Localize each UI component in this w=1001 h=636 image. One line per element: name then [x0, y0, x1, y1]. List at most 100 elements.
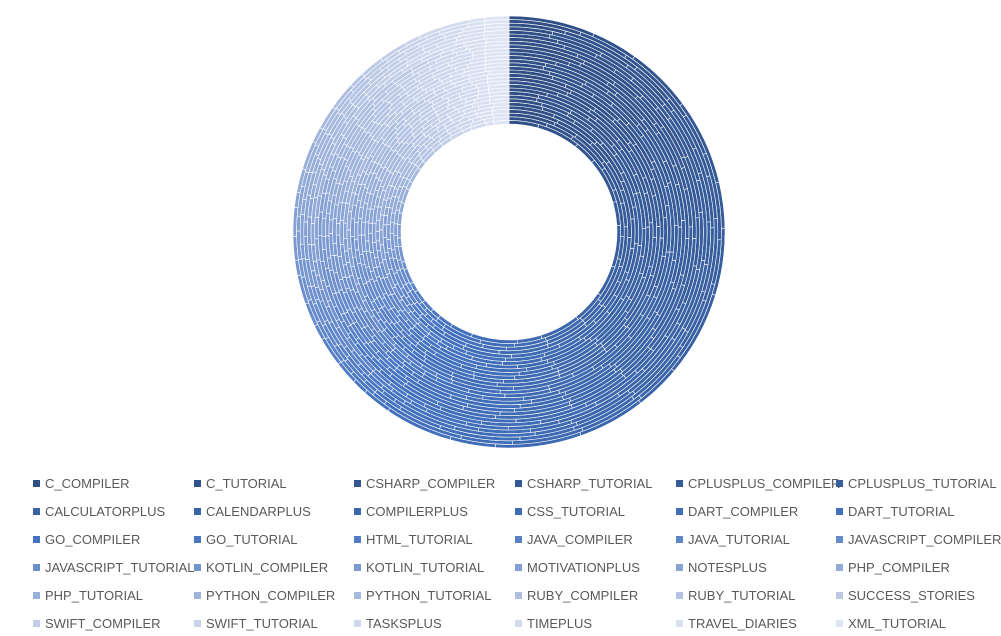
legend-label: PHP_COMPILER — [848, 559, 950, 575]
legend-swatch — [515, 507, 522, 515]
legend-item: COMPILERPLUS — [354, 503, 468, 519]
legend-label: GO_COMPILER — [45, 531, 141, 547]
legend-swatch — [194, 507, 201, 515]
legend-swatch — [354, 535, 361, 543]
legend-label: CPLUSPLUS_TUTORIAL — [848, 475, 997, 491]
legend-swatch — [836, 563, 843, 571]
legend-swatch — [194, 535, 201, 543]
legend-label: COMPILERPLUS — [366, 503, 468, 519]
legend-label: TRAVEL_DIARIES — [688, 615, 797, 631]
legend-swatch — [33, 507, 40, 515]
legend-swatch — [33, 563, 40, 571]
legend-swatch — [354, 591, 361, 599]
legend-item: XML_TUTORIAL — [836, 615, 946, 631]
legend-label: TIMEPLUS — [527, 615, 593, 631]
legend-item: GO_COMPILER — [33, 531, 140, 547]
legend-label: CSS_TUTORIAL — [527, 503, 626, 519]
legend-label: CALCULATORPLUS — [45, 503, 166, 519]
legend-label: RUBY_TUTORIAL — [688, 587, 796, 603]
legend-item: PYTHON_TUTORIAL — [354, 587, 491, 603]
legend-label: KOTLIN_COMPILER — [206, 559, 329, 575]
legend-item: CPLUSPLUS_TUTORIAL — [836, 475, 997, 491]
legend-swatch — [676, 563, 683, 571]
legend-item: TRAVEL_DIARIES — [676, 615, 797, 631]
legend-swatch — [515, 591, 522, 599]
legend-swatch — [676, 535, 683, 543]
legend-label: JAVA_COMPILER — [527, 531, 633, 547]
legend-swatch — [194, 563, 201, 571]
legend-swatch — [354, 507, 361, 515]
legend-item: DART_COMPILER — [676, 503, 798, 519]
legend-item: PYTHON_COMPILER — [194, 587, 335, 603]
legend-label: DART_TUTORIAL — [848, 503, 955, 519]
legend-swatch — [515, 563, 522, 571]
legend-label: DART_COMPILER — [688, 503, 799, 519]
legend-item: C_TUTORIAL — [194, 475, 287, 491]
slice-xml-tutorial-ring-30 — [493, 120, 510, 126]
legend-item: SWIFT_TUTORIAL — [194, 615, 318, 631]
legend-swatch — [676, 479, 683, 487]
legend-swatch — [194, 619, 201, 627]
legend-label: C_TUTORIAL — [206, 475, 287, 491]
legend-swatch — [33, 591, 40, 599]
legend-label: RUBY_COMPILER — [527, 587, 639, 603]
legend-label: SWIFT_TUTORIAL — [206, 615, 318, 631]
legend-item: GO_TUTORIAL — [194, 531, 298, 547]
legend-label: MOTIVATIONPLUS — [527, 559, 640, 575]
legend-item: HTML_TUTORIAL — [354, 531, 473, 547]
legend-label: PYTHON_COMPILER — [206, 587, 336, 603]
legend-item: TASKSPLUS — [354, 615, 442, 631]
slice-motivationplus-ring-30 — [397, 224, 402, 239]
legend-swatch — [836, 507, 843, 515]
legend-swatch — [515, 535, 522, 543]
slice-motivationplus-ring-22 — [368, 223, 373, 234]
slice-notesplus-ring-15 — [343, 222, 348, 239]
legend-label: TASKSPLUS — [366, 615, 442, 631]
legend-swatch — [836, 591, 843, 599]
legend-swatch — [515, 479, 522, 487]
legend-swatch — [676, 591, 683, 599]
legend-label: JAVASCRIPT_COMPILER — [848, 531, 1001, 547]
legend-item: RUBY_COMPILER — [515, 587, 638, 603]
legend-label: SUCCESS_STORIES — [848, 587, 975, 603]
legend-swatch — [354, 479, 361, 487]
legend-label: KOTLIN_TUTORIAL — [366, 559, 485, 575]
legend-item: JAVASCRIPT_COMPILER — [836, 531, 1001, 547]
legend-item: KOTLIN_TUTORIAL — [354, 559, 484, 575]
legend-swatch — [836, 535, 843, 543]
legend-label: C_COMPILER — [45, 475, 130, 491]
legend-item: CALCULATORPLUS — [33, 503, 165, 519]
legend-item: TIMEPLUS — [515, 615, 592, 631]
legend-item: CSHARP_TUTORIAL — [515, 475, 652, 491]
legend-item: MOTIVATIONPLUS — [515, 559, 640, 575]
legend-label: SWIFT_COMPILER — [45, 615, 161, 631]
legend-swatch — [836, 619, 843, 627]
legend-label: CSHARP_TUTORIAL — [527, 475, 653, 491]
legend-item: JAVA_COMPILER — [515, 531, 633, 547]
slice-motivationplus-ring-4 — [303, 221, 308, 237]
legend-label: CALENDARPLUS — [206, 503, 311, 519]
slice-kotlin-tutorial-ring-30 — [397, 237, 403, 248]
legend-swatch — [676, 619, 683, 627]
legend-swatch — [194, 479, 201, 487]
legend-swatch — [354, 563, 361, 571]
legend-label: JAVA_TUTORIAL — [688, 531, 790, 547]
legend-label: HTML_TUTORIAL — [366, 531, 473, 547]
legend-item: SWIFT_COMPILER — [33, 615, 161, 631]
legend-swatch — [33, 619, 40, 627]
legend-item: RUBY_TUTORIAL — [676, 587, 795, 603]
slice-kotlin-tutorial-ring-26 — [382, 224, 388, 238]
legend-item: SUCCESS_STORIES — [836, 587, 975, 603]
legend-label: NOTESPLUS — [688, 559, 767, 575]
legend-swatch — [836, 479, 843, 487]
legend-item: CSS_TUTORIAL — [515, 503, 625, 519]
legend-swatch — [676, 507, 683, 515]
legend-item: C_COMPILER — [33, 475, 130, 491]
legend-swatch — [194, 591, 201, 599]
legend-label: GO_TUTORIAL — [206, 531, 298, 547]
legend-label: CPLUSPLUS_COMPILER — [688, 475, 841, 491]
slice-motivationplus-ring-13 — [335, 222, 341, 236]
legend-label: PYTHON_TUTORIAL — [366, 587, 492, 603]
slice-motivationplus-ring-27 — [386, 224, 391, 240]
